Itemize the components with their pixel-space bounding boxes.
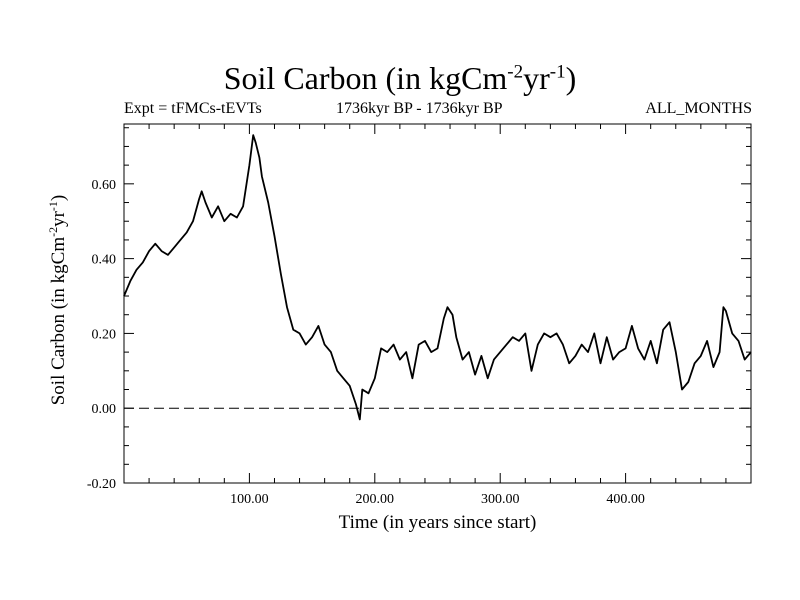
y-tick-label: -0.20 — [87, 477, 116, 492]
x-tick-label: 200.00 — [356, 492, 395, 507]
months-label: ALL_MONTHS — [645, 100, 752, 117]
period-label: 1736kyr BP - 1736kyr BP — [336, 100, 503, 117]
plot-frame — [123, 123, 752, 484]
y-tick-label: 0.00 — [92, 402, 117, 417]
x-tick-label: 100.00 — [230, 492, 269, 507]
chart-title: Soil Carbon (in kgCm-2yr-1) — [223, 60, 577, 96]
y-tick-label: 0.20 — [92, 327, 117, 342]
x-axis-label: Time (in years since start) — [338, 512, 537, 533]
y-tick-label: 0.60 — [92, 178, 117, 193]
x-tick-label: 300.00 — [481, 492, 520, 507]
x-tick-label: 400.00 — [606, 492, 645, 507]
series-line-soil-carbon — [123, 134, 752, 421]
y-tick-label: 0.40 — [92, 253, 117, 268]
experiment-label: Expt = tFMCs-tEVTs — [124, 100, 262, 117]
